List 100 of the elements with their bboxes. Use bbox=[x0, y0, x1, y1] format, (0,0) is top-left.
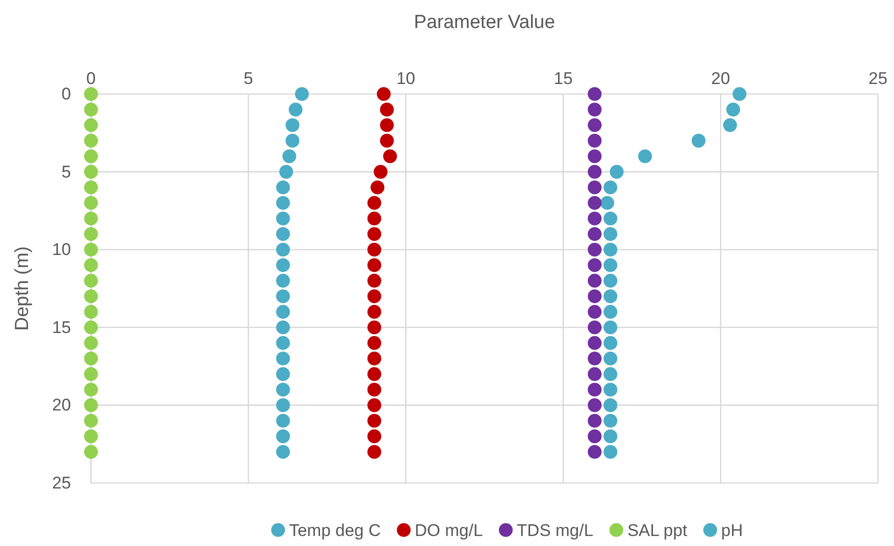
point bbox=[604, 212, 618, 226]
point bbox=[276, 180, 290, 194]
point bbox=[588, 212, 602, 226]
point bbox=[84, 87, 98, 101]
point bbox=[288, 102, 303, 116]
point bbox=[276, 196, 290, 210]
point bbox=[276, 367, 290, 381]
point bbox=[588, 258, 602, 272]
point bbox=[84, 289, 98, 304]
y-axis-title: Depth (m) bbox=[12, 246, 33, 331]
point bbox=[692, 134, 706, 148]
point bbox=[723, 118, 737, 132]
point bbox=[604, 414, 618, 428]
point bbox=[588, 274, 602, 288]
point bbox=[286, 134, 300, 148]
point bbox=[367, 304, 382, 319]
point bbox=[588, 289, 602, 304]
point bbox=[638, 149, 652, 164]
y-tick-label: 0 bbox=[62, 84, 71, 104]
point bbox=[380, 118, 394, 132]
point bbox=[604, 336, 618, 350]
point bbox=[604, 289, 618, 304]
point bbox=[276, 429, 290, 444]
point bbox=[276, 274, 290, 288]
legend-label: SAL ppt bbox=[627, 521, 688, 540]
y-tick-label: 20 bbox=[52, 396, 71, 415]
point bbox=[84, 398, 98, 412]
point bbox=[84, 196, 98, 210]
point bbox=[276, 414, 290, 428]
x-tick-label: 25 bbox=[868, 69, 888, 88]
point bbox=[374, 164, 388, 179]
legend-label: pH bbox=[721, 521, 743, 540]
point bbox=[588, 242, 602, 256]
point bbox=[84, 118, 98, 132]
point bbox=[84, 258, 98, 272]
point bbox=[276, 398, 290, 412]
point bbox=[588, 336, 602, 350]
point bbox=[588, 398, 602, 412]
point bbox=[588, 102, 602, 116]
point bbox=[276, 242, 290, 256]
point bbox=[604, 304, 618, 319]
point bbox=[604, 242, 618, 256]
point bbox=[604, 352, 618, 366]
point bbox=[276, 382, 290, 397]
point bbox=[84, 242, 98, 256]
point bbox=[588, 164, 602, 179]
legend-label: TDS mg/L bbox=[516, 521, 594, 540]
point bbox=[84, 134, 98, 148]
x-tick-label: 20 bbox=[711, 69, 730, 88]
point bbox=[588, 196, 602, 210]
point bbox=[604, 258, 618, 272]
point bbox=[367, 398, 382, 412]
point bbox=[367, 367, 382, 381]
point bbox=[367, 352, 382, 366]
point bbox=[588, 134, 602, 148]
point bbox=[276, 352, 290, 366]
point bbox=[84, 164, 98, 179]
point bbox=[604, 227, 618, 241]
point bbox=[84, 414, 98, 428]
point bbox=[588, 367, 602, 381]
point bbox=[276, 320, 290, 334]
point bbox=[84, 102, 98, 116]
point bbox=[84, 320, 98, 334]
point bbox=[376, 87, 391, 101]
point bbox=[84, 367, 98, 381]
point bbox=[588, 149, 602, 164]
y-tick-label: 5 bbox=[62, 162, 71, 182]
point bbox=[295, 87, 309, 101]
point bbox=[588, 180, 602, 194]
point bbox=[588, 87, 602, 101]
point bbox=[276, 304, 290, 319]
point bbox=[84, 352, 98, 366]
legend-label: DO mg/L bbox=[414, 521, 483, 540]
point bbox=[276, 258, 290, 272]
point bbox=[84, 212, 98, 226]
point bbox=[604, 320, 618, 334]
point bbox=[367, 227, 382, 241]
point bbox=[84, 274, 98, 288]
point bbox=[600, 196, 614, 210]
point bbox=[276, 336, 290, 350]
point bbox=[84, 429, 98, 444]
point bbox=[367, 289, 382, 304]
point bbox=[380, 134, 394, 148]
x-tick-label: 0 bbox=[86, 69, 96, 88]
y-tick-label: 15 bbox=[52, 318, 71, 337]
x-tick-label: 10 bbox=[396, 69, 416, 88]
point bbox=[367, 414, 382, 428]
point bbox=[367, 444, 382, 459]
point bbox=[84, 336, 98, 350]
point bbox=[588, 227, 602, 241]
point bbox=[367, 320, 382, 334]
point bbox=[604, 367, 618, 381]
point bbox=[383, 149, 397, 164]
point bbox=[84, 382, 98, 397]
point bbox=[604, 274, 618, 288]
point bbox=[286, 118, 300, 132]
point bbox=[367, 336, 382, 350]
point bbox=[380, 102, 394, 116]
y-tick-label: 25 bbox=[52, 473, 71, 492]
point bbox=[604, 382, 618, 397]
